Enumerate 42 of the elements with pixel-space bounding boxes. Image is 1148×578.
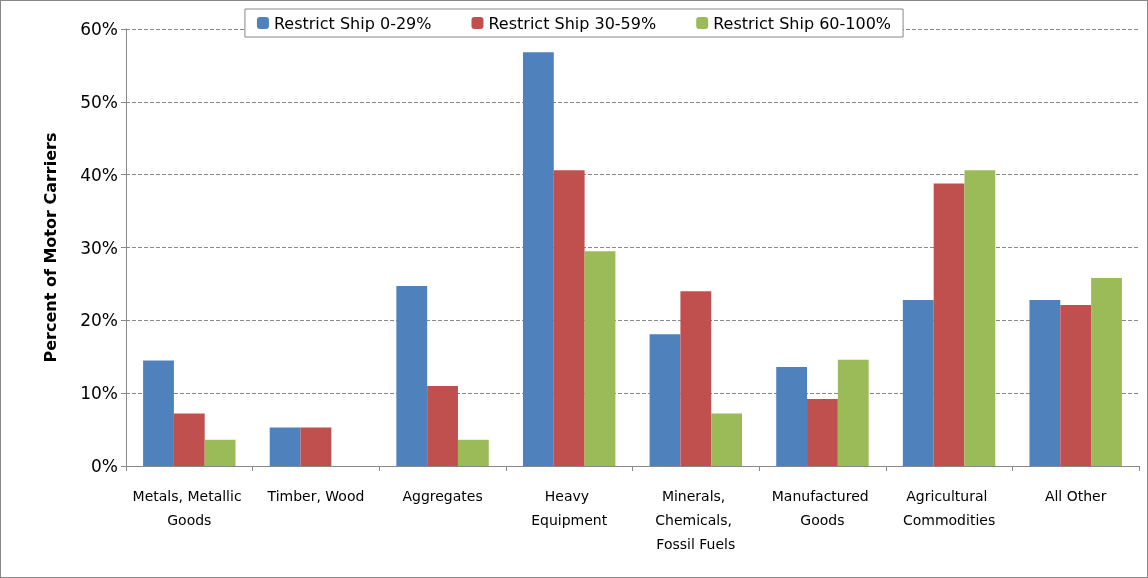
bar — [143, 360, 174, 466]
bar — [396, 286, 428, 466]
bar — [807, 398, 838, 466]
x-tick-label: Manufactured Goods — [771, 488, 874, 528]
bar — [522, 52, 554, 466]
bar — [204, 439, 236, 466]
bar — [933, 183, 965, 466]
bar — [776, 366, 808, 466]
bar — [427, 385, 458, 466]
bar — [173, 413, 205, 466]
y-tick-label: 40% — [80, 164, 118, 185]
bar — [902, 299, 934, 466]
x-tick-label: All Other — [1044, 488, 1107, 504]
x-tick-label: Heavy Equipment — [531, 488, 608, 528]
bar — [457, 439, 489, 466]
legend-label: Restrict Ship 60-100% — [713, 13, 892, 33]
x-tick-label: Minerals, Chemicals, Fossil Fuels — [655, 488, 737, 552]
bar — [964, 170, 996, 466]
y-tick-label: 20% — [80, 310, 118, 331]
y-tick-label: 10% — [80, 383, 118, 404]
x-tick-label: Metals, Metallic Goods — [132, 488, 247, 528]
bar — [837, 359, 869, 466]
bar — [680, 291, 712, 466]
legend-label: Restrict Ship 30-59% — [488, 13, 657, 33]
y-tick-label: 0% — [91, 456, 118, 476]
x-tick-label: Agricultural Commodities — [902, 488, 996, 528]
bar — [269, 427, 301, 466]
y-tick-label: 60% — [80, 19, 118, 39]
bar — [1029, 299, 1061, 466]
y-axis-title: Percent of Motor Carriers — [40, 132, 60, 363]
x-tick-label: Timber, Wood — [266, 488, 365, 504]
bar — [300, 427, 332, 466]
x-tick-label: Aggregates — [402, 488, 483, 504]
bar — [553, 170, 585, 466]
bar — [649, 334, 681, 466]
bar — [711, 413, 743, 466]
bar — [584, 251, 616, 466]
y-tick-label: 30% — [80, 237, 118, 258]
legend-label: Restrict Ship 0-29% — [273, 13, 432, 33]
bar — [1060, 305, 1092, 466]
bar — [1091, 278, 1122, 466]
y-tick-label: 50% — [80, 91, 118, 112]
